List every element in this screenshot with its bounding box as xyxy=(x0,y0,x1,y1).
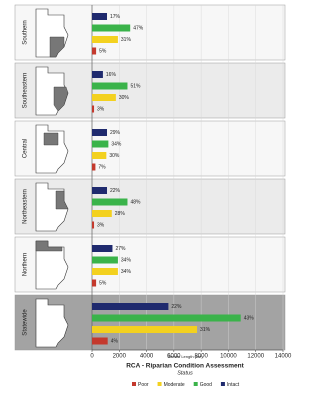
x-axis-label: Stream Length (km) xyxy=(167,354,203,359)
legend-label: Moderate xyxy=(164,382,185,388)
bar xyxy=(92,94,116,101)
x-tick-label: 10000 xyxy=(220,354,237,360)
chart-subtitle: Status xyxy=(177,370,193,376)
bar xyxy=(92,210,112,217)
bar-label: 7% xyxy=(98,164,106,170)
bar-label: 4% xyxy=(111,338,119,344)
bar xyxy=(92,129,108,136)
map-highlight xyxy=(55,190,69,210)
bar-label: 34% xyxy=(121,257,132,263)
region-map xyxy=(35,66,69,116)
bar-label: 5% xyxy=(99,48,107,54)
chart: RCA - Riparian Condition Assessment Stat… xyxy=(14,4,292,388)
panel-label: Central xyxy=(23,139,29,158)
bar xyxy=(92,314,241,322)
x-tick-label: 8000 xyxy=(194,354,208,360)
bar xyxy=(92,221,95,229)
map-outline xyxy=(35,298,69,348)
legend-label: Intact xyxy=(227,382,240,388)
bar-label: 22% xyxy=(110,188,121,194)
bar xyxy=(92,24,131,32)
bar xyxy=(92,140,109,148)
x-tick-label: 14000 xyxy=(275,354,292,360)
bar-label: 29% xyxy=(110,130,121,136)
bar-label: 17% xyxy=(110,14,121,20)
bar-label: 34% xyxy=(111,141,122,147)
region-map xyxy=(35,124,69,174)
legend-swatch xyxy=(132,382,136,386)
bar xyxy=(92,303,169,310)
bar-label: 43% xyxy=(244,315,255,321)
region-map xyxy=(35,240,69,290)
chart-title: RCA - Riparian Condition Assessment xyxy=(126,363,244,370)
map-highlight xyxy=(49,36,65,58)
panel-label: Northern xyxy=(23,253,29,276)
bar-label: 31% xyxy=(200,327,211,333)
legend-swatch xyxy=(193,382,198,386)
bar xyxy=(92,163,96,171)
bar-label: 3% xyxy=(97,222,105,228)
bar xyxy=(92,187,108,194)
bar xyxy=(92,82,128,90)
bar xyxy=(92,152,107,159)
panel-label: Northeastern xyxy=(23,189,29,224)
bar xyxy=(92,256,118,264)
map-highlight xyxy=(35,240,63,252)
legend-swatch xyxy=(220,382,225,386)
bar-label: 30% xyxy=(109,153,120,159)
region-map xyxy=(35,182,69,232)
legend-label: Poor xyxy=(138,382,149,388)
bar-label: 27% xyxy=(115,246,126,252)
bar xyxy=(92,13,108,20)
bar-label: 31% xyxy=(121,37,132,43)
bar-label: 22% xyxy=(171,304,182,310)
legend-label: Good xyxy=(200,382,212,388)
bar-label: 48% xyxy=(130,199,141,205)
bar-label: 5% xyxy=(99,280,107,286)
bar xyxy=(92,279,97,287)
bar-label: 34% xyxy=(121,269,132,275)
bar-label: 47% xyxy=(133,25,144,31)
region-map xyxy=(35,8,69,58)
bar-label: 28% xyxy=(115,211,126,217)
bar-label: 16% xyxy=(106,72,117,78)
bar xyxy=(92,198,128,206)
bar xyxy=(92,36,118,43)
x-tick-label: 6000 xyxy=(167,354,181,360)
bar xyxy=(92,326,198,333)
bar xyxy=(92,268,118,275)
bar-label: 30% xyxy=(119,95,130,101)
x-tick-label: 0 xyxy=(90,354,94,360)
x-tick-label: 2000 xyxy=(113,354,127,360)
panel-label: Southeastern xyxy=(23,73,29,109)
map-highlight xyxy=(43,132,59,146)
bar xyxy=(92,337,108,345)
bar xyxy=(92,47,97,55)
bar xyxy=(92,245,113,252)
region-map xyxy=(35,298,69,348)
bar-label: 3% xyxy=(97,106,105,112)
x-tick-label: 12000 xyxy=(247,354,264,360)
panel-label: Southern xyxy=(23,20,29,44)
map-highlight xyxy=(53,86,69,112)
panel-label: Statewide xyxy=(23,309,29,336)
legend-swatch xyxy=(157,382,162,386)
bar-label: 51% xyxy=(130,83,141,89)
x-tick-label: 4000 xyxy=(140,354,154,360)
bar xyxy=(92,71,103,78)
bar xyxy=(92,105,95,113)
